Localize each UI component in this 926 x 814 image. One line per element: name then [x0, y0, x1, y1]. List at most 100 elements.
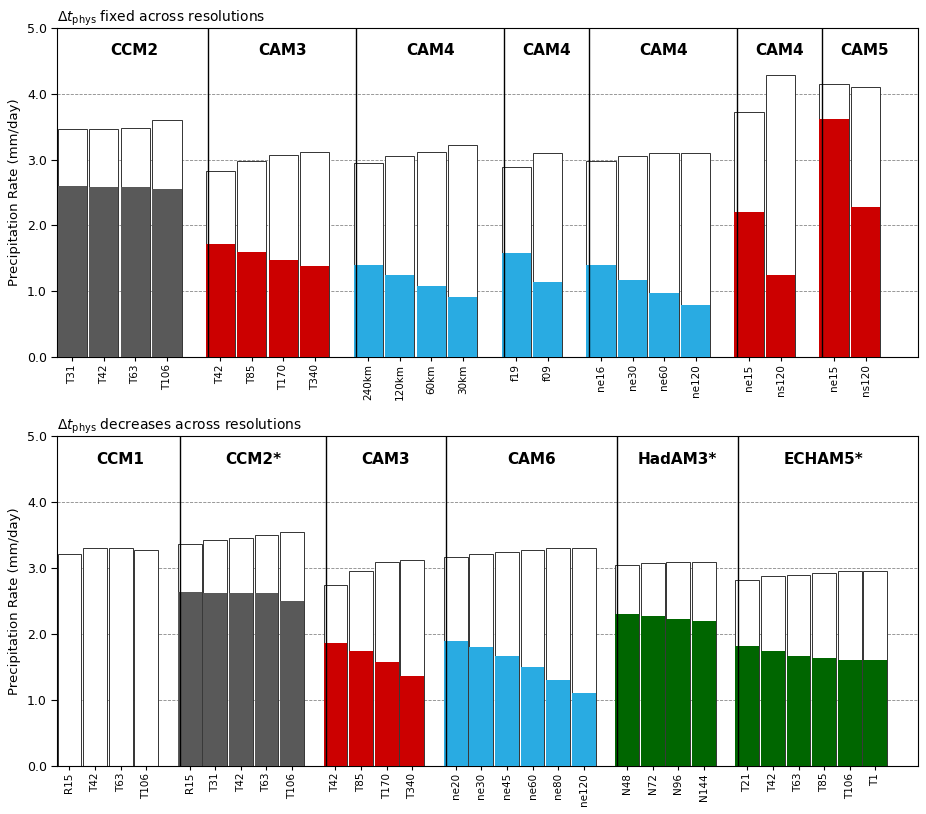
Bar [323, 643, 347, 766]
Bar [417, 287, 446, 357]
Bar [786, 656, 810, 766]
Bar [734, 212, 764, 357]
Bar [734, 112, 764, 357]
Bar [229, 593, 253, 766]
Bar [448, 145, 478, 357]
Text: CAM4: CAM4 [639, 43, 687, 59]
Bar [89, 187, 119, 357]
Bar [761, 576, 785, 766]
Bar [120, 128, 150, 357]
Text: CAM3: CAM3 [258, 43, 307, 59]
Bar [349, 650, 373, 766]
Bar [735, 646, 759, 766]
Bar [281, 601, 304, 766]
Bar [178, 545, 202, 766]
Bar [417, 151, 446, 357]
Bar [502, 253, 531, 357]
Bar [229, 538, 253, 766]
Bar [766, 75, 795, 357]
Text: CAM4: CAM4 [756, 43, 804, 59]
Bar [108, 549, 132, 766]
Bar [820, 119, 849, 357]
Bar [571, 549, 595, 766]
Text: CAM4: CAM4 [522, 43, 571, 59]
Bar [120, 187, 150, 357]
Bar [571, 694, 595, 766]
Bar [385, 275, 415, 357]
Bar [520, 667, 544, 766]
Bar [838, 571, 862, 766]
Text: CAM3: CAM3 [361, 452, 410, 467]
Bar [681, 153, 710, 357]
Bar [255, 535, 279, 766]
Bar [204, 540, 227, 766]
Text: ECHAM5*: ECHAM5* [783, 452, 863, 467]
Bar [300, 151, 330, 357]
Bar [269, 155, 298, 357]
Y-axis label: Precipitation Rate (mm/day): Precipitation Rate (mm/day) [8, 507, 21, 695]
Text: $\Delta t_{\mathrm{phys}}$ fixed across resolutions: $\Delta t_{\mathrm{phys}}$ fixed across … [57, 8, 266, 28]
Text: HadAM3*: HadAM3* [638, 452, 717, 467]
Bar [692, 621, 716, 766]
Bar [495, 656, 519, 766]
Bar [766, 275, 795, 357]
Bar [89, 129, 119, 357]
Bar [502, 168, 531, 357]
Bar [761, 650, 785, 766]
Bar [57, 129, 87, 357]
Bar [546, 549, 570, 766]
Bar [586, 161, 616, 357]
Bar [649, 293, 679, 357]
Bar [533, 153, 562, 357]
Bar [400, 676, 424, 766]
Text: CCM1: CCM1 [96, 452, 144, 467]
Bar [300, 266, 330, 357]
Text: CCM2: CCM2 [110, 43, 158, 59]
Bar [323, 584, 347, 766]
Bar [863, 660, 887, 766]
Bar [204, 593, 227, 766]
Bar [851, 207, 881, 357]
Bar [692, 562, 716, 766]
Bar [649, 153, 679, 357]
Bar [615, 615, 639, 766]
Bar [354, 265, 383, 357]
Bar [178, 592, 202, 766]
Bar [641, 615, 665, 766]
Bar [520, 549, 544, 766]
Bar [618, 156, 647, 357]
Bar [152, 120, 181, 357]
Bar [206, 244, 235, 357]
Bar [812, 573, 836, 766]
Bar [134, 549, 158, 766]
Text: CAM6: CAM6 [507, 452, 556, 467]
Bar [57, 186, 87, 357]
Text: CAM4: CAM4 [406, 43, 455, 59]
Bar [812, 659, 836, 766]
Bar [237, 252, 267, 357]
Bar [469, 647, 494, 766]
Text: CAM5: CAM5 [840, 43, 889, 59]
Bar [349, 571, 373, 766]
Bar [495, 552, 519, 766]
Bar [83, 549, 107, 766]
Bar [851, 87, 881, 357]
Text: CCM2*: CCM2* [225, 452, 281, 467]
Bar [57, 554, 81, 766]
Bar [681, 304, 710, 357]
Bar [152, 189, 181, 357]
Bar [400, 560, 424, 766]
Bar [786, 575, 810, 766]
Bar [375, 663, 398, 766]
Bar [444, 641, 468, 766]
Bar [586, 265, 616, 357]
Bar [838, 660, 862, 766]
Y-axis label: Precipitation Rate (mm/day): Precipitation Rate (mm/day) [8, 98, 21, 287]
Bar [820, 84, 849, 357]
Bar [615, 565, 639, 766]
Bar [546, 681, 570, 766]
Text: $\Delta t_{\mathrm{phys}}$ decreases across resolutions: $\Delta t_{\mathrm{phys}}$ decreases acr… [57, 417, 302, 436]
Bar [641, 562, 665, 766]
Bar [448, 296, 478, 357]
Bar [667, 619, 690, 766]
